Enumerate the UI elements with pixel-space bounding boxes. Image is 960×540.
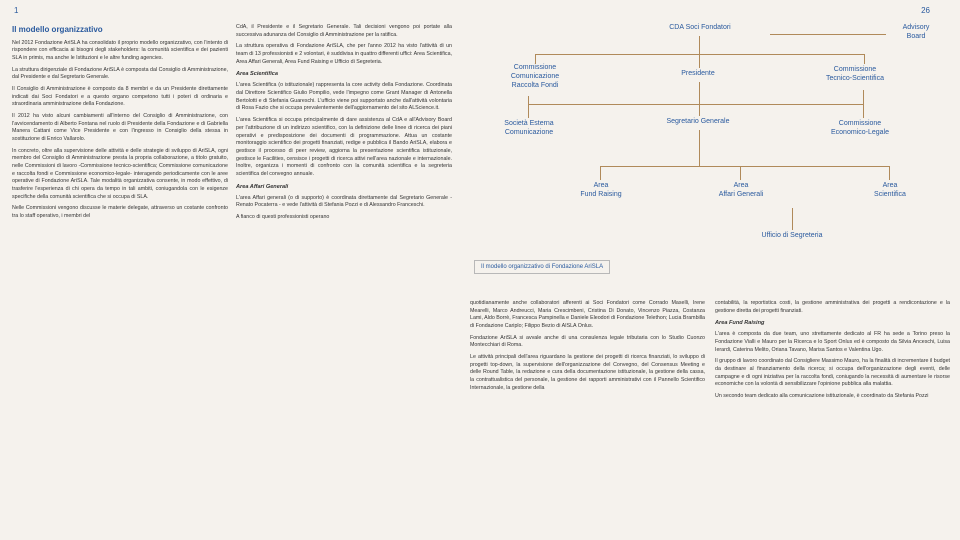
- right-text-block: quotidianamente anche collaboratori affe…: [470, 300, 950, 536]
- subhead: Area Fund Raising: [715, 319, 950, 327]
- node-area-ag: Area Affari Generali: [696, 182, 786, 200]
- node-seg-gen: Segretario Generale: [638, 118, 758, 127]
- para: contabilità, la reportistica costi, la g…: [715, 300, 950, 315]
- page-num-left: 1: [14, 6, 18, 15]
- para: Nelle Commissioni vengono discusse le ma…: [12, 205, 228, 220]
- node-soc-est: Società Esterna Comunicazione: [474, 120, 584, 138]
- para: Le attività principali dell'area riguard…: [470, 354, 705, 392]
- node-uff-seg: Ufficio di Segreteria: [732, 232, 852, 241]
- node-advisory: Advisory Board: [886, 24, 946, 42]
- node-presidente: Presidente: [658, 70, 738, 79]
- para: La struttura dirigenziale di Fondazione …: [12, 67, 228, 82]
- node-area-sci: Area Scientifica: [850, 182, 930, 200]
- node-comm-tecsci: Commissione Tecnico-Scientifica: [800, 66, 910, 84]
- para: Fondazione AriSLA si avvale anche di una…: [470, 335, 705, 350]
- subhead: Area Affari Generali: [236, 183, 452, 191]
- para: CdA, il Presidente e il Segretario Gener…: [236, 24, 452, 39]
- para: Nel 2012 Fondazione AriSLA ha consolidat…: [12, 40, 228, 63]
- para: Il gruppo di lavoro coordinato dal Consi…: [715, 358, 950, 389]
- section-title: Il modello organizzativo: [12, 24, 228, 36]
- org-chart: CDA Soci Fondatori Advisory Board Commis…: [470, 24, 950, 284]
- orgchart-caption: Il modello organizzativo di Fondazione A…: [474, 260, 610, 274]
- para: A fianco di questi professionisti operan…: [236, 214, 452, 222]
- page-num-right: 26: [921, 6, 930, 15]
- node-cda: CDA Soci Fondatori: [640, 24, 760, 33]
- column-3: quotidianamente anche collaboratori affe…: [470, 300, 705, 536]
- left-text-block: Il modello organizzativo Nel 2012 Fondaz…: [12, 24, 452, 534]
- right-block: CDA Soci Fondatori Advisory Board Commis…: [470, 24, 950, 534]
- para: L'area è composta da due team, uno stret…: [715, 331, 950, 354]
- para: In concreto, oltre alla supervisione del…: [12, 148, 228, 202]
- subhead: Area Scientifica: [236, 70, 452, 78]
- para: L'area Affari generali (o di supporto) è…: [236, 195, 452, 210]
- para: quotidianamente anche collaboratori affe…: [470, 300, 705, 331]
- node-comm-ecolegal: Commissione Economico-Legale: [800, 120, 920, 138]
- column-2: CdA, il Presidente e il Segretario Gener…: [236, 24, 452, 534]
- node-comm-raccolta: Commissione Comunicazione Raccolta Fondi: [480, 64, 590, 90]
- para: Il Consiglio di Amministrazione è compos…: [12, 86, 228, 109]
- column-1: Il modello organizzativo Nel 2012 Fondaz…: [12, 24, 228, 534]
- para: L'area Scientifica si occupa principalme…: [236, 117, 452, 178]
- para: La struttura operativa di Fondazione Ari…: [236, 43, 452, 66]
- column-4: contabilità, la reportistica costi, la g…: [715, 300, 950, 536]
- node-area-fr: Area Fund Raising: [556, 182, 646, 200]
- para: Un secondo team dedicato alla comunicazi…: [715, 393, 950, 401]
- para: L'area Scientifica (o istituzionale) rap…: [236, 82, 452, 113]
- para: Il 2012 ha visto alcuni cambiamenti all'…: [12, 113, 228, 144]
